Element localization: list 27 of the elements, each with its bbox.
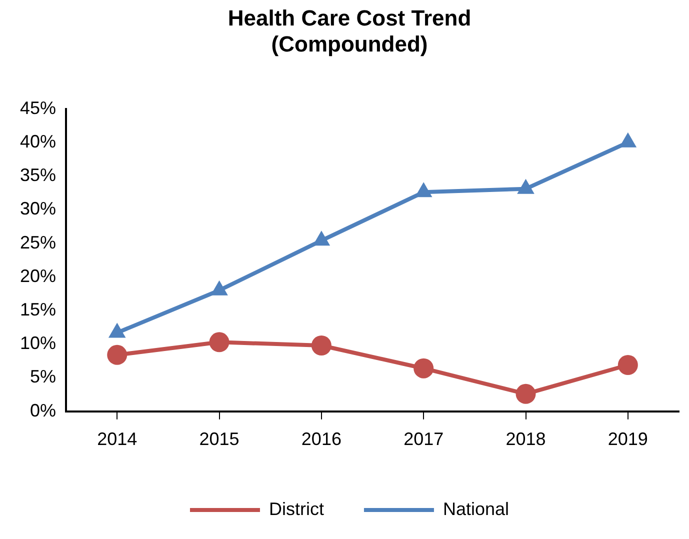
y-tick-label: 20%	[20, 266, 56, 286]
y-tick-label: 30%	[20, 198, 56, 219]
x-tick-label: 2016	[301, 429, 342, 450]
chart-title: Health Care Cost Trend (Compounded)	[228, 5, 472, 57]
y-tick-label: 35%	[20, 165, 56, 186]
legend-label: National	[442, 498, 510, 519]
x-tick-label: 2014	[97, 429, 138, 450]
point	[210, 280, 228, 296]
y-tick-label: 15%	[20, 300, 56, 320]
legend-label: District	[268, 498, 324, 519]
y-tick-label: 5%	[30, 366, 56, 387]
point	[209, 332, 230, 352]
point	[517, 178, 534, 194]
point	[618, 355, 638, 375]
x-tick-label: 2019	[608, 429, 648, 450]
y-tick-label: 0%	[30, 400, 56, 420]
x-tick-label: 2018	[506, 429, 546, 450]
point	[311, 336, 332, 356]
x-tick-label: 2017	[404, 429, 444, 450]
x-tick-label: 2015	[199, 429, 240, 450]
y-tick-label: 45%	[20, 98, 56, 118]
y-tick-label: 10%	[20, 333, 56, 354]
point	[107, 344, 128, 365]
y-tick-label: 25%	[20, 232, 56, 252]
y-tick-label: 40%	[20, 131, 56, 152]
point	[516, 384, 536, 404]
point	[414, 358, 434, 378]
